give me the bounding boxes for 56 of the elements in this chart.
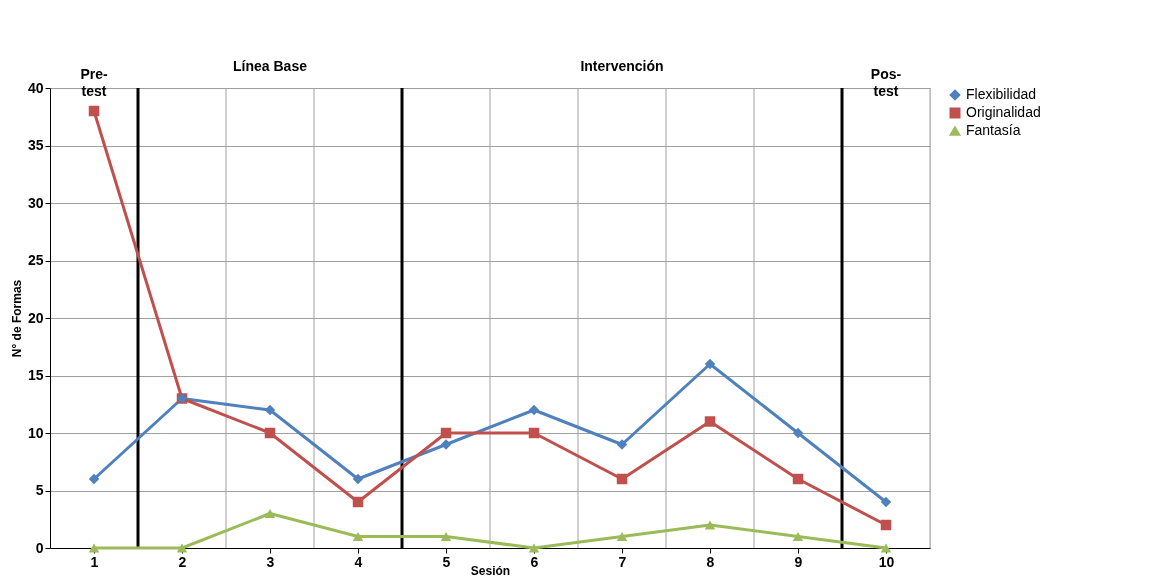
x-tick-label: 9 <box>794 553 803 570</box>
point <box>528 404 540 416</box>
point <box>528 543 540 553</box>
y-axis-title: N° de Formas <box>9 279 24 358</box>
x-tick-label: 5 <box>442 553 451 570</box>
point <box>704 416 716 427</box>
y-tick-label: 10 <box>27 424 44 441</box>
point <box>176 543 188 553</box>
legend-label: Flexibilidad <box>966 86 1037 102</box>
x-tick-label: 2 <box>178 553 187 570</box>
point <box>616 439 628 450</box>
point <box>88 473 100 485</box>
legend-label: Fantasía <box>966 122 1021 138</box>
point <box>528 427 540 439</box>
point <box>880 543 892 553</box>
point <box>352 473 364 485</box>
point <box>440 439 452 450</box>
point <box>352 496 364 508</box>
point <box>616 531 628 542</box>
point <box>792 531 804 542</box>
point <box>264 508 276 519</box>
point <box>704 520 716 530</box>
y-tick-label: 20 <box>27 309 44 326</box>
y-tick-label: 5 <box>35 482 44 498</box>
point <box>880 496 892 508</box>
x-tick-label: 6 <box>530 553 539 570</box>
x-tick-label: 3 <box>266 553 275 570</box>
point <box>616 473 628 485</box>
point <box>352 531 364 542</box>
y-tick-label: 35 <box>27 137 44 153</box>
x-tick-label: 10 <box>878 553 895 570</box>
point <box>440 427 452 439</box>
point <box>704 358 716 370</box>
y-tick-label: 25 <box>27 252 44 268</box>
point <box>264 427 276 439</box>
y-tick-label: 30 <box>27 194 44 211</box>
point <box>792 473 804 485</box>
x-tick-label: 4 <box>354 553 363 570</box>
x-tick-label: 8 <box>706 553 715 570</box>
annotation: Pos- test <box>870 66 902 99</box>
y-tick-label: 0 <box>35 539 44 556</box>
y-tick-label: 40 <box>27 79 44 96</box>
point <box>264 404 276 416</box>
x-tick-label: 7 <box>618 553 627 570</box>
x-tick-label: 1 <box>90 553 99 570</box>
point <box>88 105 100 117</box>
point <box>880 519 892 531</box>
legend-label: Originalidad <box>966 104 1041 120</box>
point <box>88 543 100 553</box>
point <box>792 427 804 439</box>
x-axis-title: Sesión <box>470 563 511 578</box>
y-tick-label: 15 <box>27 367 44 383</box>
text: Intervención <box>580 58 664 74</box>
text: Línea Base <box>233 58 308 74</box>
annotation: Pre- test <box>80 66 108 99</box>
point <box>440 531 452 542</box>
